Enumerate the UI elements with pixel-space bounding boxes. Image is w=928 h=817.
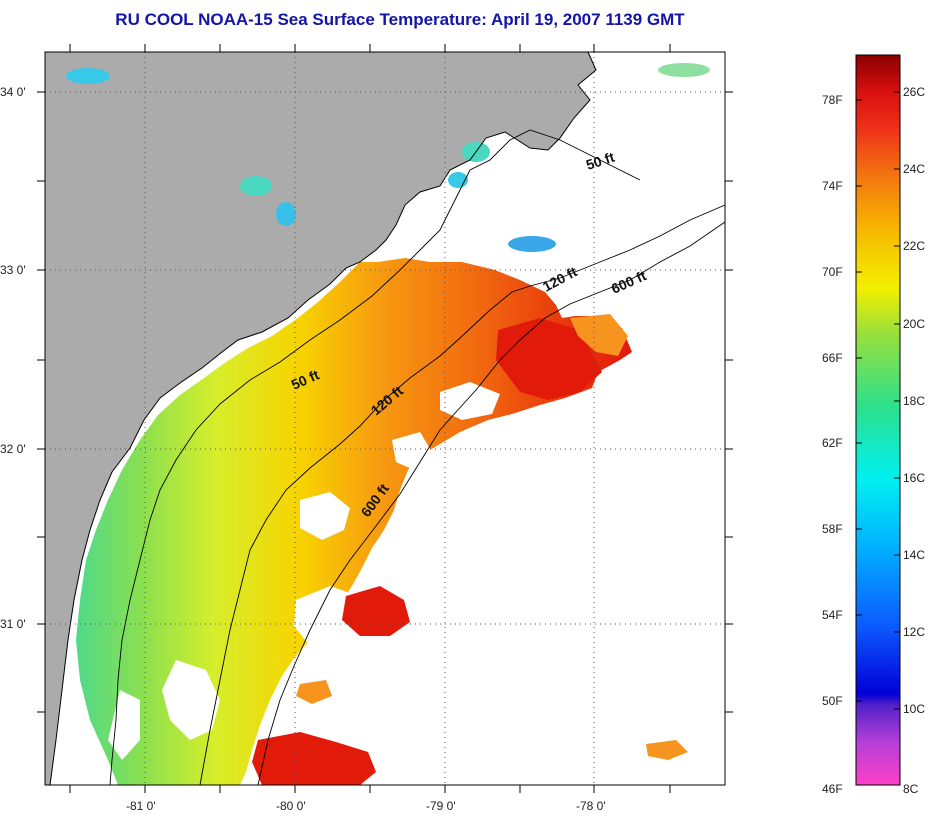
colorbar-f-78: 78F bbox=[822, 93, 843, 107]
lon-label-79: -79 0' bbox=[426, 799, 456, 813]
colorbar-c-20: 20C bbox=[903, 317, 925, 331]
cool-patches bbox=[66, 63, 710, 252]
colorbar-c-10: 10C bbox=[903, 702, 925, 716]
map-title: RU COOL NOAA-15 Sea Surface Temperature:… bbox=[115, 10, 685, 29]
lat-label-32: 32 0' bbox=[0, 442, 26, 456]
colorbar-f-54: 54F bbox=[822, 608, 843, 622]
lon-label-81: -81 0' bbox=[126, 799, 156, 813]
colorbar-f-74: 74F bbox=[822, 179, 843, 193]
colorbar-f-66: 66F bbox=[822, 351, 843, 365]
colorbar-c-26: 26C bbox=[903, 85, 925, 99]
map-border bbox=[44, 51, 726, 786]
lon-label-78: -78 0' bbox=[576, 799, 606, 813]
contour-120ft bbox=[199, 204, 726, 786]
lon-label-80: -80 0' bbox=[276, 799, 306, 813]
colorbar-gradient bbox=[855, 54, 901, 786]
colorbar-c-24: 24C bbox=[903, 162, 925, 176]
colorbar-f-58: 58F bbox=[822, 522, 843, 536]
lat-label-33: 33 0' bbox=[0, 263, 26, 277]
colorbar-c-ticks bbox=[894, 91, 900, 710]
colorbar-c-22: 22C bbox=[903, 239, 925, 253]
lat-label-34: 34 0' bbox=[0, 85, 26, 99]
sst-swath bbox=[76, 258, 632, 785]
colorbar-c-8: 8C bbox=[903, 782, 919, 796]
colorbar-c-14: 14C bbox=[903, 548, 925, 562]
colorbar-c-16: 16C bbox=[903, 471, 925, 485]
lat-label-31: 31 0' bbox=[0, 617, 26, 631]
colorbar-f-50: 50F bbox=[822, 694, 843, 708]
colorbar-f-70: 70F bbox=[822, 265, 843, 279]
coastline bbox=[49, 51, 597, 786]
frame-ticks bbox=[37, 44, 733, 793]
orange-patches bbox=[296, 314, 688, 760]
warm-patches bbox=[252, 318, 602, 785]
colorbar-f-46: 46F bbox=[822, 782, 843, 796]
cloud-masks bbox=[108, 382, 500, 760]
graticule bbox=[45, 52, 725, 785]
contour-600ft bbox=[257, 221, 726, 786]
contour-50ft bbox=[109, 129, 641, 786]
colorbar-f-ticks bbox=[856, 99, 862, 702]
colorbar-c-12: 12C bbox=[903, 625, 925, 639]
land-area bbox=[45, 52, 596, 785]
colorbar-c-18: 18C bbox=[903, 394, 925, 408]
colorbar-f-62: 62F bbox=[822, 436, 843, 450]
